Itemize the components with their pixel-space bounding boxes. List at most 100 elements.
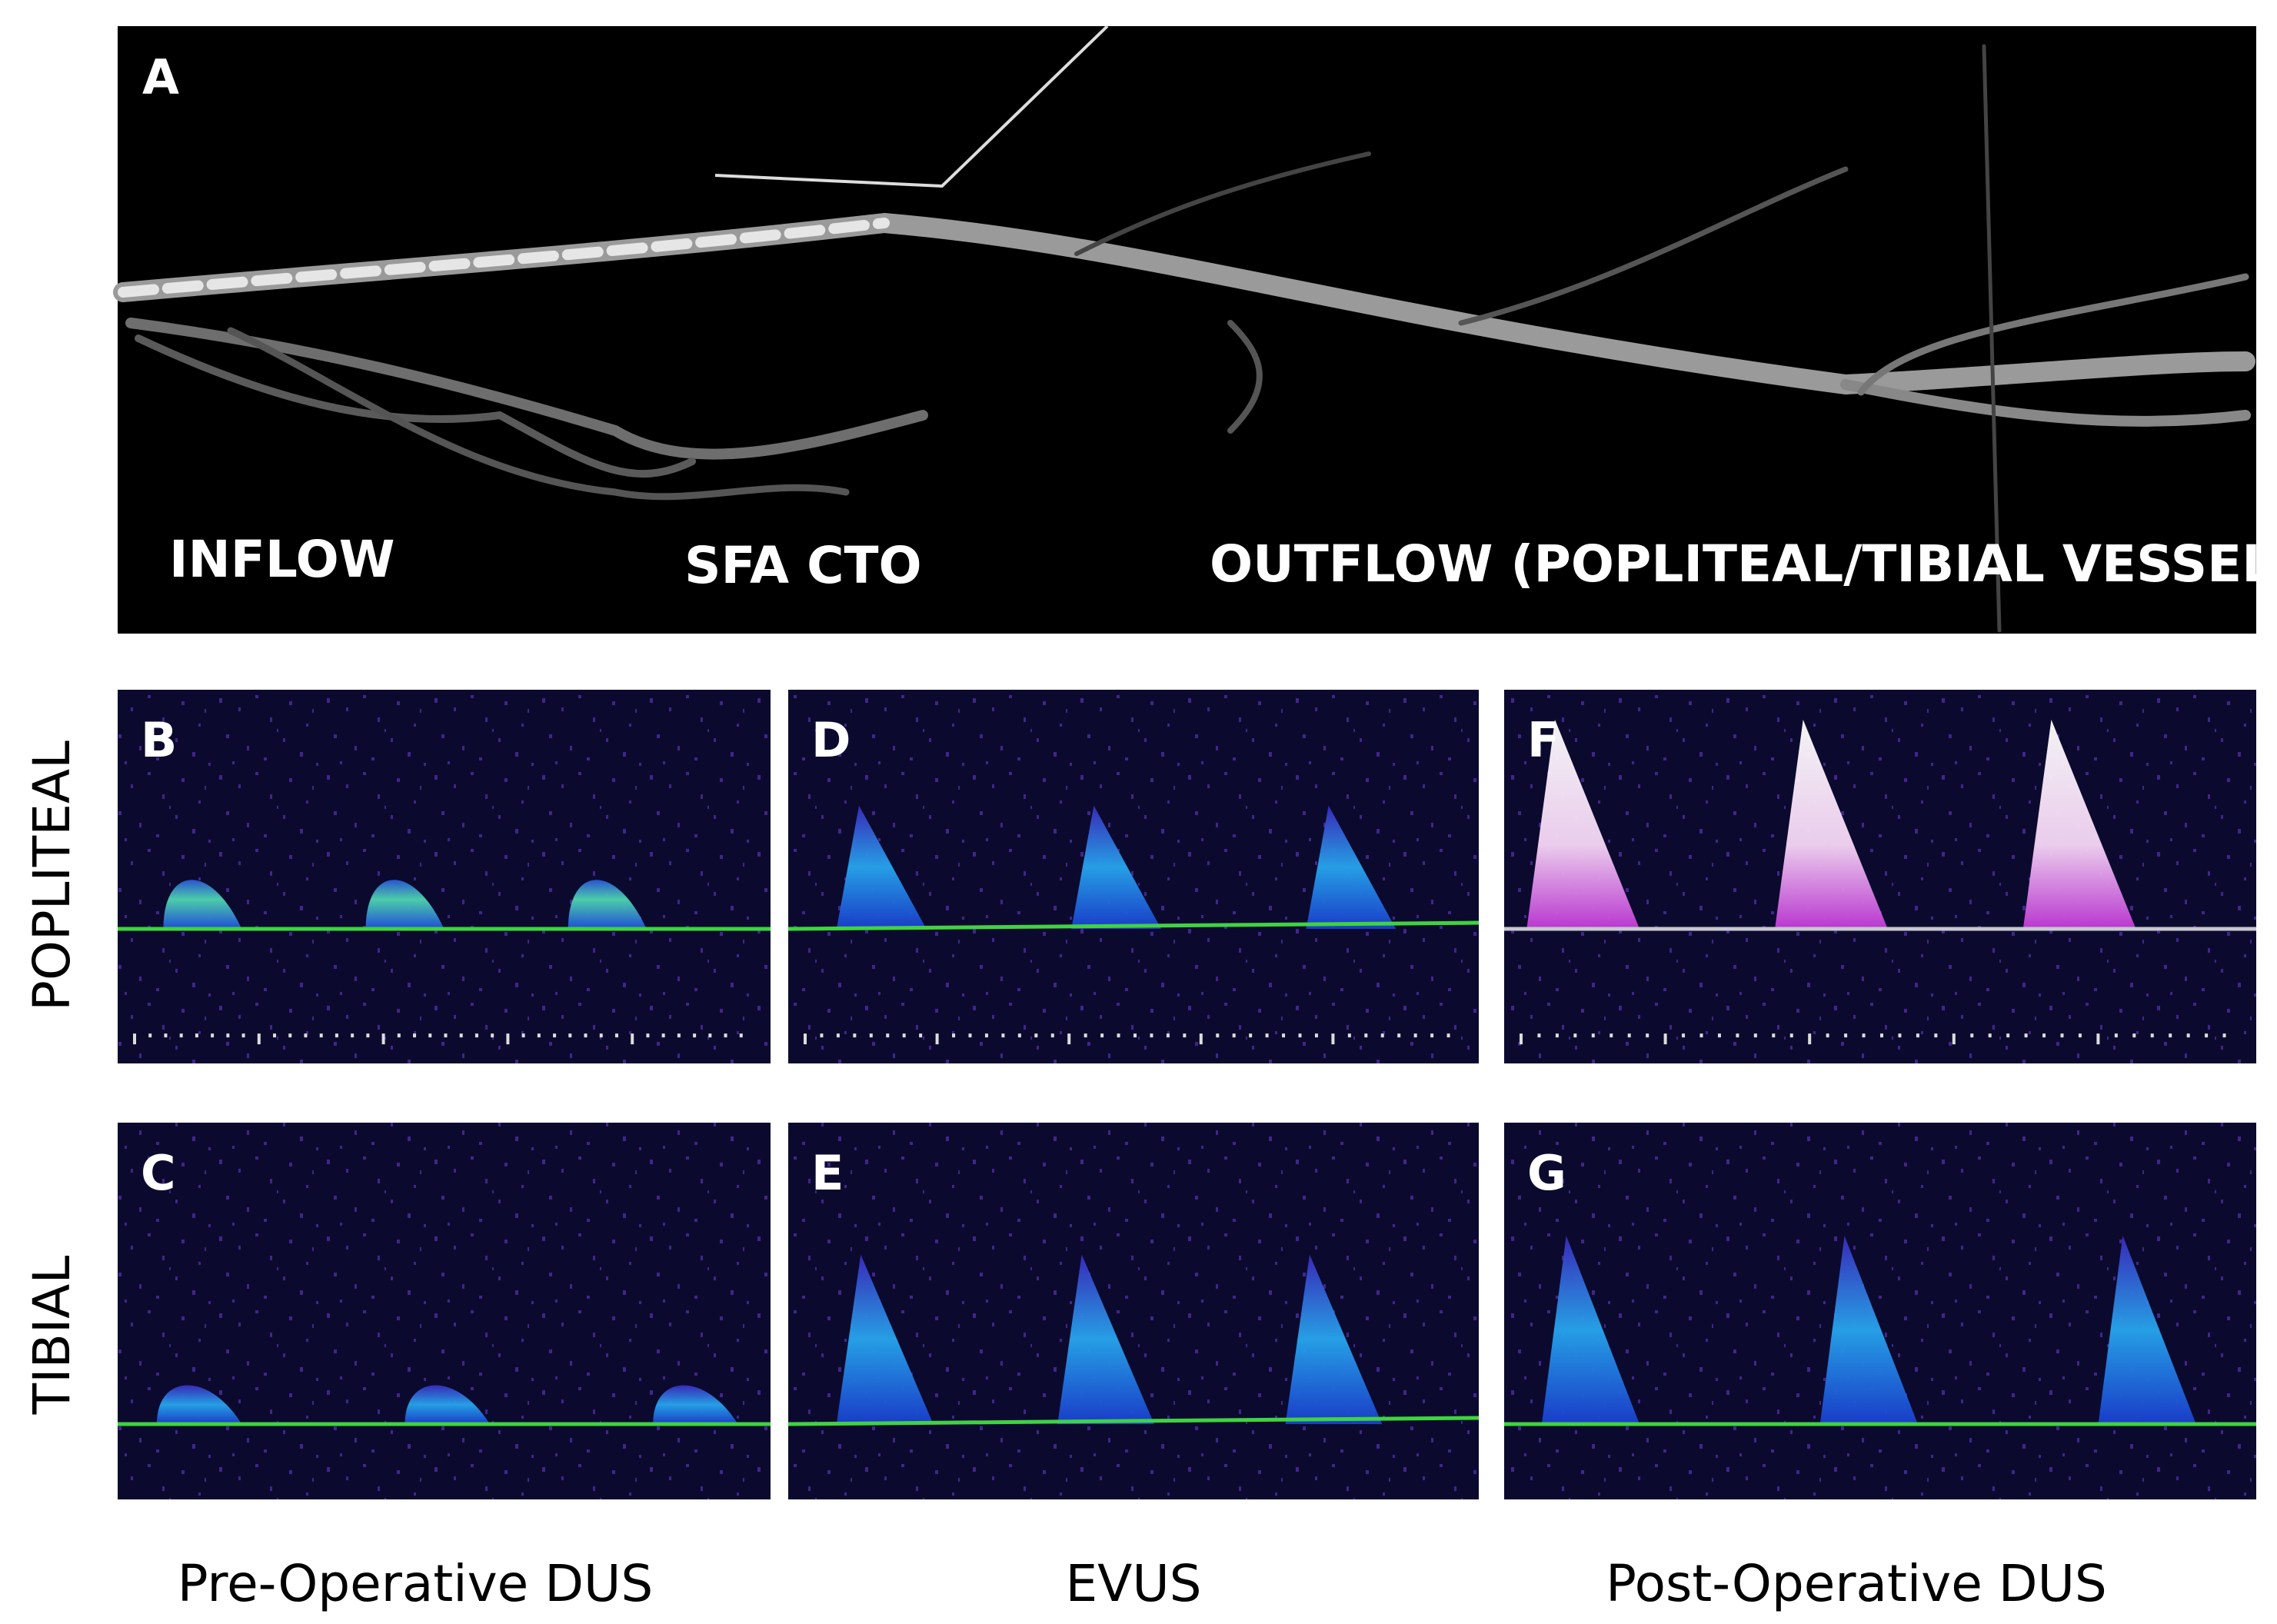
time-tick — [984, 1033, 988, 1038]
time-tick — [1232, 1033, 1236, 1038]
time-tick — [1150, 1033, 1153, 1038]
row-label: POPLITEAL — [22, 740, 82, 1011]
time-tick — [226, 1033, 230, 1038]
time-tick — [677, 1033, 681, 1038]
time-tick — [413, 1033, 417, 1038]
time-tick — [1537, 1033, 1541, 1038]
time-tick — [820, 1033, 824, 1038]
time-tick — [491, 1033, 494, 1038]
time-tick — [506, 1033, 510, 1045]
annotation: OUTFLOW (POPLITEAL/TIBIAL VESSELS) — [1210, 534, 2277, 594]
panel-letter: G — [1527, 1145, 1566, 1201]
time-tick — [599, 1033, 603, 1038]
time-tick — [739, 1033, 743, 1038]
time-tick — [1916, 1033, 1919, 1038]
time-tick — [1591, 1033, 1595, 1038]
doppler-panel: F — [1504, 690, 2256, 1063]
time-tick — [724, 1033, 727, 1038]
time-tick — [902, 1033, 906, 1038]
time-tick — [1183, 1033, 1187, 1038]
time-tick — [935, 1033, 939, 1045]
time-tick — [614, 1033, 618, 1038]
time-tick — [1862, 1033, 1866, 1038]
time-tick — [2132, 1033, 2136, 1038]
time-tick — [537, 1033, 541, 1038]
waveform — [568, 880, 647, 930]
time-tick — [2096, 1033, 2100, 1045]
time-tick — [646, 1033, 650, 1038]
column-label: EVUS — [1065, 1554, 1201, 1613]
time-tick — [2006, 1033, 2010, 1038]
time-tick — [164, 1033, 168, 1038]
time-tick — [1034, 1033, 1038, 1038]
time-tick — [474, 1033, 478, 1038]
waveform — [836, 805, 927, 930]
doppler-bg — [118, 690, 771, 1063]
time-tick — [1952, 1033, 1956, 1045]
time-tick — [1050, 1033, 1054, 1038]
time-tick — [1789, 1033, 1793, 1038]
guidewire — [714, 25, 1109, 188]
time-tick — [335, 1033, 338, 1038]
time-tick — [195, 1033, 198, 1038]
time-tick — [1646, 1033, 1649, 1038]
annotation: SFA CTO — [684, 536, 922, 595]
doppler-panel: E — [787, 1123, 1480, 1499]
time-tick — [968, 1033, 972, 1038]
time-tick — [568, 1033, 572, 1038]
time-tick — [1364, 1033, 1368, 1038]
time-tick — [1067, 1033, 1071, 1045]
time-tick — [1555, 1033, 1559, 1038]
column-label: Pre-Operative DUS — [178, 1554, 654, 1613]
time-tick — [804, 1033, 807, 1045]
waveform — [1819, 1236, 1918, 1424]
time-tick — [1898, 1033, 1902, 1038]
time-tick — [459, 1033, 463, 1038]
time-tick — [919, 1033, 923, 1038]
time-tick — [1249, 1033, 1253, 1038]
time-tick — [521, 1033, 525, 1038]
waveform — [163, 880, 242, 930]
time-tick — [1380, 1033, 1384, 1038]
panel-letter: B — [141, 712, 177, 768]
time-tick — [133, 1033, 136, 1045]
time-tick — [1166, 1033, 1170, 1038]
panel-letter: C — [141, 1145, 176, 1201]
time-tick — [2205, 1033, 2209, 1038]
time-tick — [1430, 1033, 1434, 1038]
doppler-bg — [118, 1123, 771, 1499]
angiogram-bg — [118, 26, 2256, 634]
time-tick — [1880, 1033, 1883, 1038]
time-tick — [304, 1033, 308, 1038]
time-tick — [1988, 1033, 1992, 1038]
time-tick — [2078, 1033, 2082, 1038]
time-tick — [1446, 1033, 1450, 1038]
time-tick — [1627, 1033, 1631, 1038]
time-tick — [1610, 1033, 1613, 1038]
vessels — [113, 44, 2255, 633]
waveform — [1057, 1254, 1154, 1424]
time-tick — [1934, 1033, 1938, 1038]
time-tick — [584, 1033, 588, 1038]
time-tick — [952, 1033, 956, 1038]
time-tick — [288, 1033, 292, 1038]
time-tick — [351, 1033, 355, 1038]
time-tick — [2169, 1033, 2172, 1038]
time-tick — [319, 1033, 323, 1038]
waveform — [404, 1385, 490, 1424]
time-tick — [1017, 1033, 1021, 1038]
time-tick — [2114, 1033, 2118, 1038]
time-tick — [2024, 1033, 2028, 1038]
annotation: INFLOW — [169, 530, 395, 589]
time-tick — [273, 1033, 277, 1038]
time-tick — [1216, 1033, 1220, 1038]
time-tick — [1397, 1033, 1401, 1038]
time-tick — [631, 1033, 634, 1045]
time-tick — [853, 1033, 857, 1038]
time-tick — [1736, 1033, 1739, 1038]
doppler-panel: C — [118, 1123, 771, 1499]
baseline — [787, 920, 1480, 931]
time-tick — [693, 1033, 697, 1038]
